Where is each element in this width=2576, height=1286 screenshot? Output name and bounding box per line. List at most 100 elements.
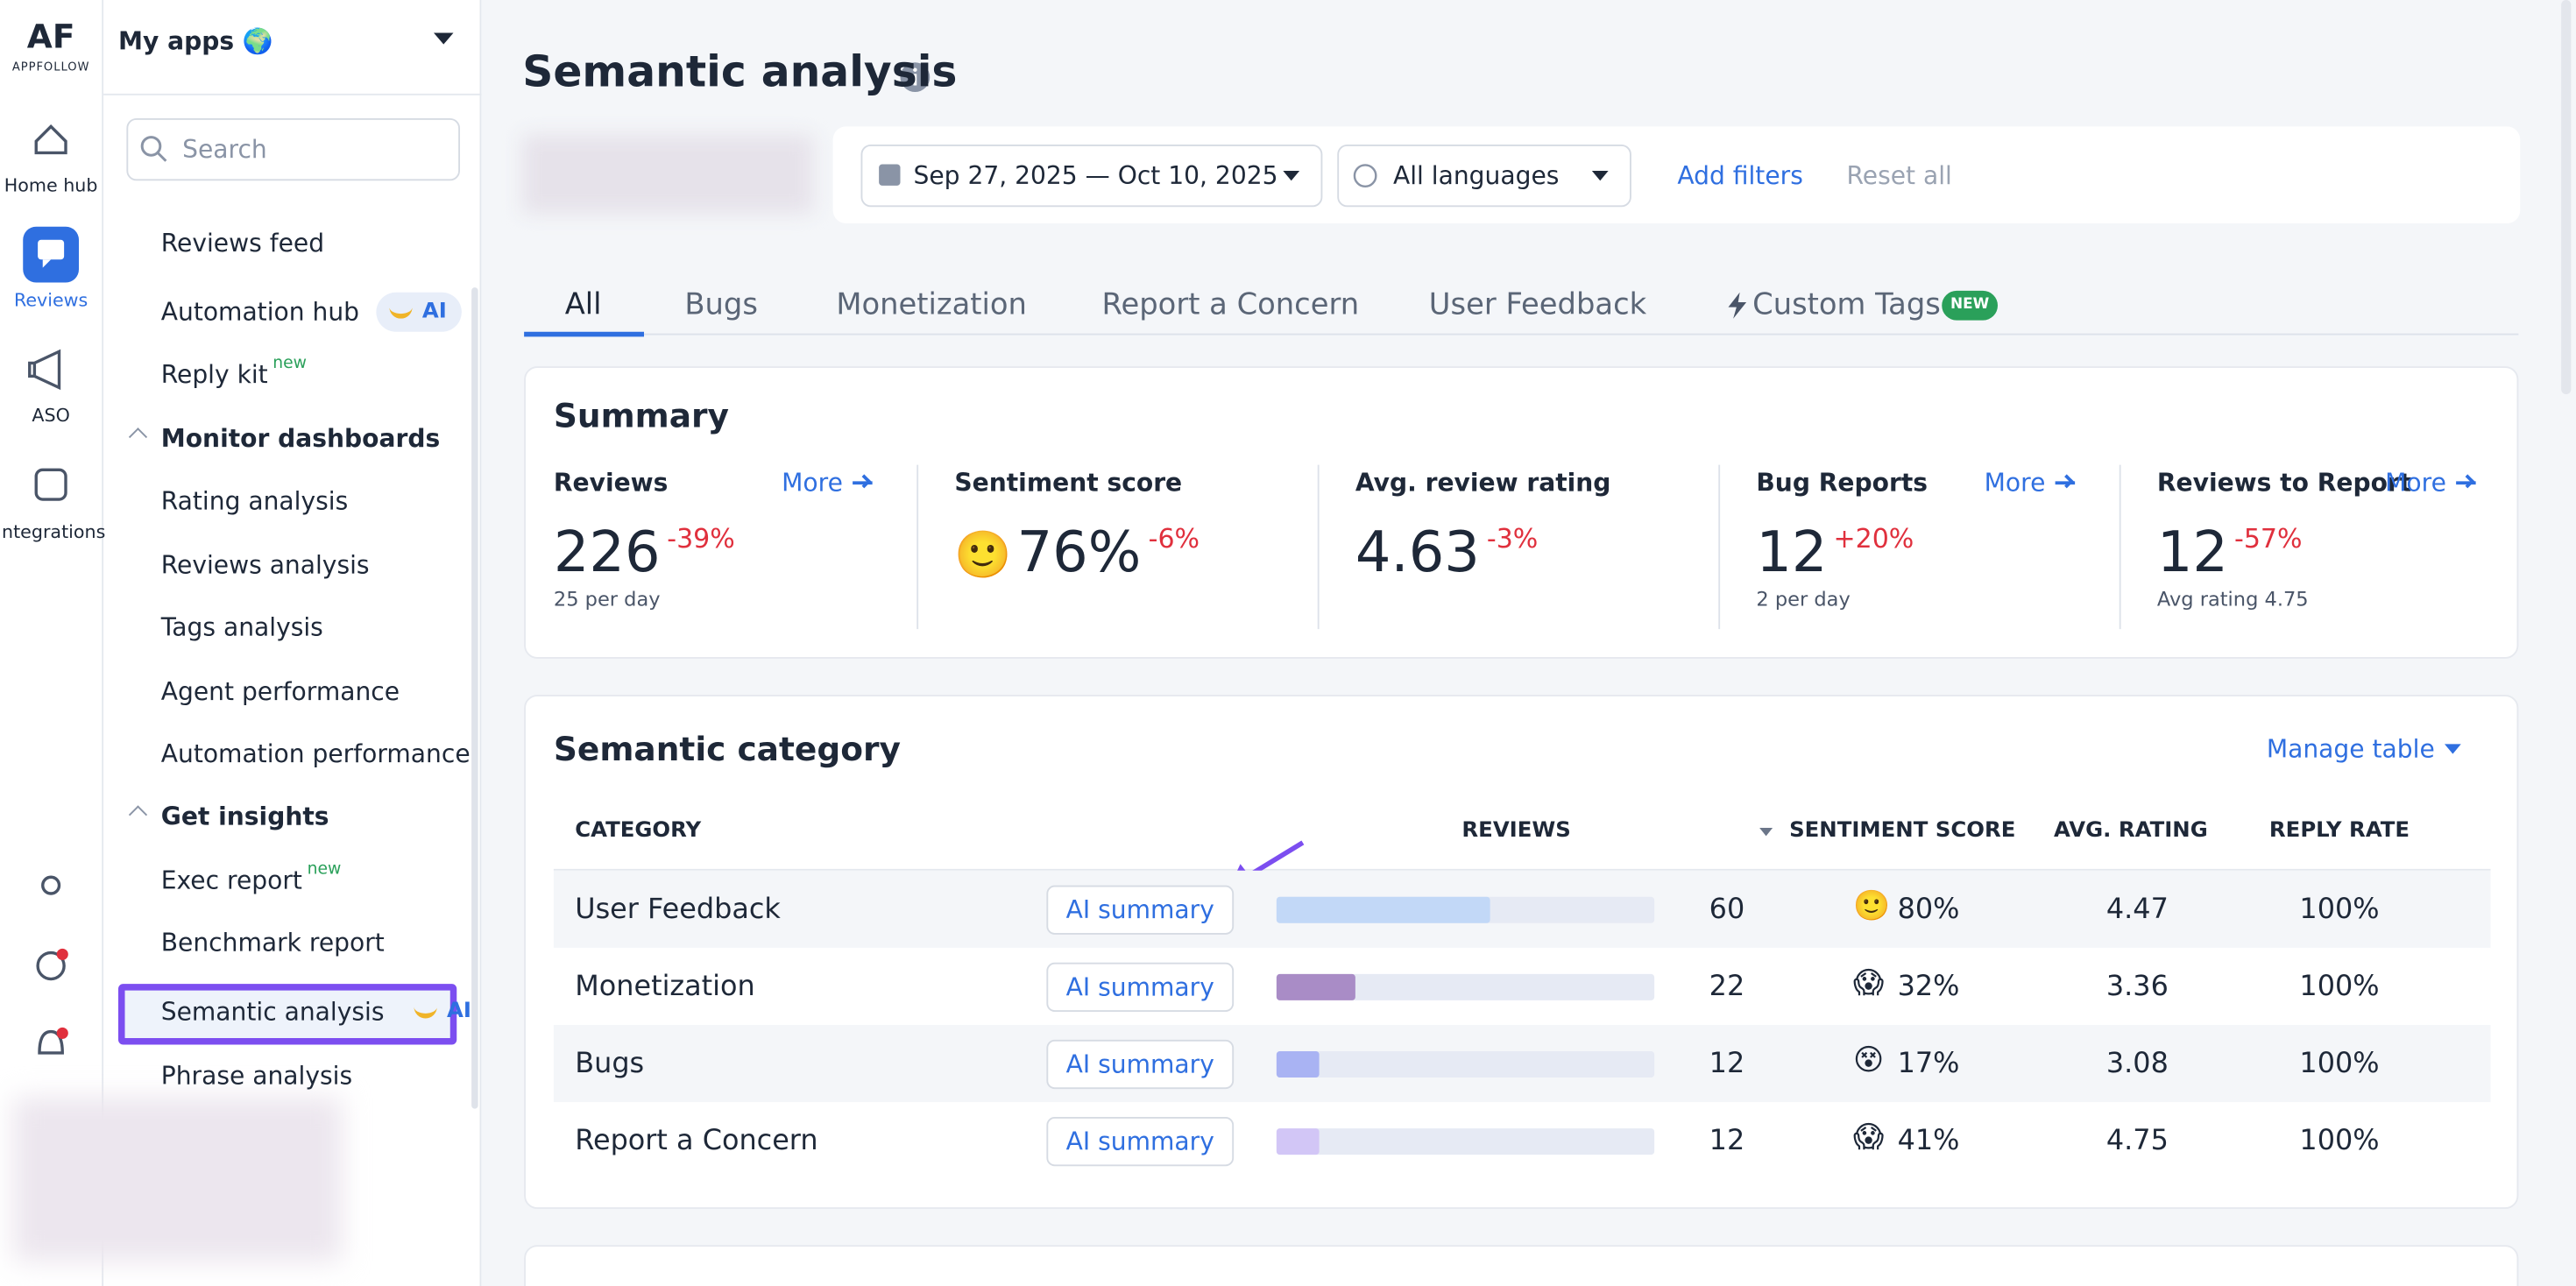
search-placeholder: Search xyxy=(182,134,267,165)
active-tab-underline xyxy=(524,331,644,337)
sentiment-emoji: 😱 xyxy=(1853,965,1885,1001)
reviews-count: 12 xyxy=(1709,1125,1745,1158)
nav-item[interactable]: Rating analysis xyxy=(160,486,349,516)
more-link[interactable]: More xyxy=(2385,468,2446,498)
metric-change: +20% xyxy=(1833,523,1914,555)
blurred-account xyxy=(13,1097,342,1261)
metric-value: 4.63 xyxy=(1355,519,1480,586)
manage-table[interactable]: Manage table xyxy=(2266,734,2435,764)
ai-summary-button[interactable] xyxy=(1046,1039,1235,1090)
tab[interactable]: User Feedback xyxy=(1428,287,1647,322)
nav-item[interactable]: Automation hub xyxy=(160,297,360,328)
table-card xyxy=(524,695,2519,1209)
more-link[interactable]: More xyxy=(782,468,843,498)
ai-summary-text[interactable]: AI summary xyxy=(1065,894,1214,925)
tab[interactable]: All xyxy=(564,287,602,322)
rail-label[interactable]: ASO xyxy=(32,405,70,427)
bar-track xyxy=(1276,1051,1655,1078)
divider xyxy=(103,93,482,95)
nav-item[interactable]: Agent performance xyxy=(160,676,400,707)
tab[interactable]: Custom Tags xyxy=(1752,287,1941,322)
reviews-count: 12 xyxy=(1709,1047,1745,1081)
search-box[interactable] xyxy=(126,118,460,181)
rail-icons xyxy=(28,124,68,1055)
search-icon xyxy=(140,136,167,162)
nav-group[interactable]: Get insights xyxy=(160,802,329,831)
language-select[interactable] xyxy=(1337,145,1631,208)
logo-name: APPFOLLOW xyxy=(11,60,90,74)
avg-rating: 4.75 xyxy=(2105,1125,2169,1158)
metric-value: 76% xyxy=(1016,519,1142,586)
column-header: SENTIMENT SCORE xyxy=(1789,818,2016,844)
reset-all[interactable]: Reset all xyxy=(1846,160,1952,191)
nav-item[interactable]: Phrase analysis xyxy=(160,1061,353,1091)
sort-caret xyxy=(1759,828,1773,837)
metric-sub: 2 per day xyxy=(1756,587,1851,611)
sentiment-score: 41% xyxy=(1897,1125,1960,1158)
bar-track xyxy=(1276,1128,1655,1155)
metric-change: -6% xyxy=(1148,523,1200,555)
sentiment-emoji: 🙂 xyxy=(1853,888,1891,924)
tab[interactable]: Report a Concern xyxy=(1101,287,1360,322)
blurred-apps xyxy=(522,134,814,214)
nav-item[interactable]: Reviews feed xyxy=(160,228,325,258)
date-select[interactable] xyxy=(860,145,1323,208)
sentiment-emoji: 😵 xyxy=(1853,1043,1885,1078)
column-header: REPLY RATE xyxy=(2268,818,2410,844)
nav-item[interactable]: Exec report xyxy=(160,866,302,895)
ai-summary-button[interactable] xyxy=(1046,1117,1235,1167)
nav-item[interactable]: Benchmark report xyxy=(160,928,385,958)
add-filters[interactable]: Add filters xyxy=(1677,160,1803,191)
ai-summary-button[interactable] xyxy=(1046,885,1235,935)
ai-badge xyxy=(401,993,487,1032)
card-label: Reviews to Report xyxy=(2156,468,2412,498)
nav-item[interactable]: Reviews analysis xyxy=(160,550,370,580)
more-link[interactable]: More xyxy=(1984,468,2046,498)
active-nav-highlight xyxy=(118,984,457,1045)
bolt-icon xyxy=(1728,292,1747,319)
ai-sparkle xyxy=(389,302,413,319)
reviews-count: 22 xyxy=(1709,970,1745,1004)
bar xyxy=(1276,973,1355,1000)
ai-summary-button[interactable] xyxy=(1046,962,1235,1012)
rail-label[interactable]: Integrations xyxy=(0,521,106,543)
reply-rate: 100% xyxy=(2299,1125,2380,1158)
nav-item[interactable]: Semantic analysis xyxy=(160,997,385,1027)
ai-summary-text[interactable]: AI summary xyxy=(1065,1049,1214,1079)
avg-rating: 3.08 xyxy=(2105,1047,2169,1081)
rail-label[interactable]: Home hub xyxy=(4,174,98,196)
avg-rating: 3.36 xyxy=(2105,970,2169,1004)
ai-sparkle xyxy=(414,1002,437,1019)
table-title: Semantic category xyxy=(553,729,901,769)
reply-rate: 100% xyxy=(2299,893,2380,927)
language[interactable]: All languages xyxy=(1393,160,1560,191)
sentiment-emoji: 🙂 xyxy=(954,527,1012,583)
bar xyxy=(1276,1128,1320,1155)
tab[interactable]: Monetization xyxy=(836,287,1027,322)
reply-rate: 100% xyxy=(2299,970,2380,1004)
ai-badge xyxy=(376,292,462,332)
date-range[interactable]: Sep 27, 2025 — Oct 10, 2025 xyxy=(913,160,1278,191)
bar xyxy=(1276,1051,1320,1078)
app-selector[interactable]: My apps 🌍 xyxy=(118,26,273,56)
ai-summary-text[interactable]: AI summary xyxy=(1065,1127,1214,1156)
nav-item[interactable]: Automation performance xyxy=(160,738,471,769)
rail-label[interactable]: Reviews xyxy=(13,289,88,312)
nav-item[interactable]: Reply kit xyxy=(160,359,268,390)
dropdown-caret[interactable] xyxy=(430,30,456,50)
nav-group[interactable]: Monitor dashboards xyxy=(160,423,441,454)
sentiment-score: 32% xyxy=(1897,970,1960,1004)
card-label: Avg. review rating xyxy=(1355,468,1611,498)
arrow xyxy=(2055,481,2076,485)
avg-rating: 4.47 xyxy=(2105,893,2169,927)
reply-rate: 100% xyxy=(2299,1047,2380,1081)
logo: AF xyxy=(26,16,75,56)
category-name: Bugs xyxy=(575,1047,645,1081)
info-icon[interactable] xyxy=(899,60,932,94)
nav-item[interactable]: Tags analysis xyxy=(160,612,323,643)
caret xyxy=(2445,744,2461,754)
ai-summary-text[interactable]: AI summary xyxy=(1065,972,1214,1002)
tab[interactable]: Bugs xyxy=(684,287,758,322)
next-card xyxy=(524,1245,2519,1286)
